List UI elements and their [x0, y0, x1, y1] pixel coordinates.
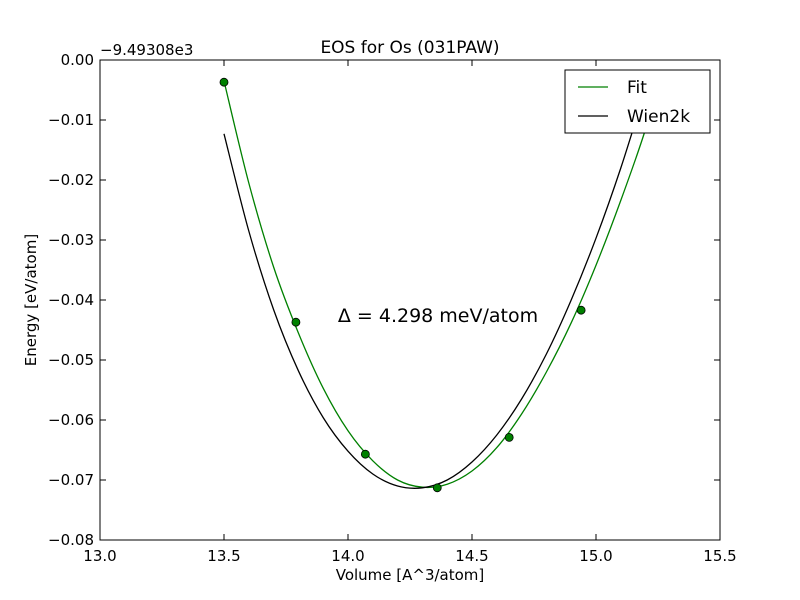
legend-fit-label: Fit: [627, 78, 647, 98]
points-layer: [219, 77, 586, 493]
data-point: [432, 483, 442, 493]
data-point: [504, 432, 514, 442]
legend-box: [564, 69, 711, 134]
x-axis-label: Volume [A^3/atom]: [336, 566, 485, 584]
y-tick-label: −0.02: [48, 171, 94, 189]
y-tick-label: 0.00: [61, 51, 94, 69]
legend: Fit Wien2k: [564, 69, 711, 134]
y-tick-label: −0.06: [48, 411, 94, 429]
x-tick-label: 13.5: [207, 547, 240, 565]
ticks-layer: 13.0 13.5 14.0 14.5 15.0 15.5 0.00 −0.01 −0.02 −0…: [48, 51, 737, 565]
data-point: [576, 305, 586, 315]
x-tick-label: 15.0: [579, 547, 612, 565]
series-layer: [223, 80, 652, 489]
delta-annotation: Δ = 4.298 meV/atom: [338, 305, 538, 327]
y-tick-label: −0.04: [48, 291, 94, 309]
series-line-wien2k: [223, 88, 647, 489]
y-offset-label: −9.49308e3: [100, 41, 193, 59]
y-tick-label: −0.07: [48, 471, 94, 489]
data-point: [360, 449, 370, 459]
data-point: [219, 77, 229, 87]
y-axis-label: Energy [eV/atom]: [22, 234, 40, 366]
chart-title: EOS for Os (031PAW): [320, 38, 499, 58]
y-tick-label: −0.01: [48, 111, 94, 129]
x-tick-label: 13.0: [83, 547, 116, 565]
series-line-fit: [223, 80, 652, 489]
y-tick-label: −0.03: [48, 231, 94, 249]
y-tick-label: −0.05: [48, 351, 94, 369]
data-point: [291, 317, 301, 327]
x-tick-label: 15.5: [703, 547, 736, 565]
x-tick-label: 14.0: [331, 547, 364, 565]
x-tick-label: 14.5: [455, 547, 488, 565]
y-tick-label: −0.08: [48, 531, 94, 549]
legend-wien2k-label: Wien2k: [627, 107, 690, 127]
plot-area: [100, 60, 720, 540]
